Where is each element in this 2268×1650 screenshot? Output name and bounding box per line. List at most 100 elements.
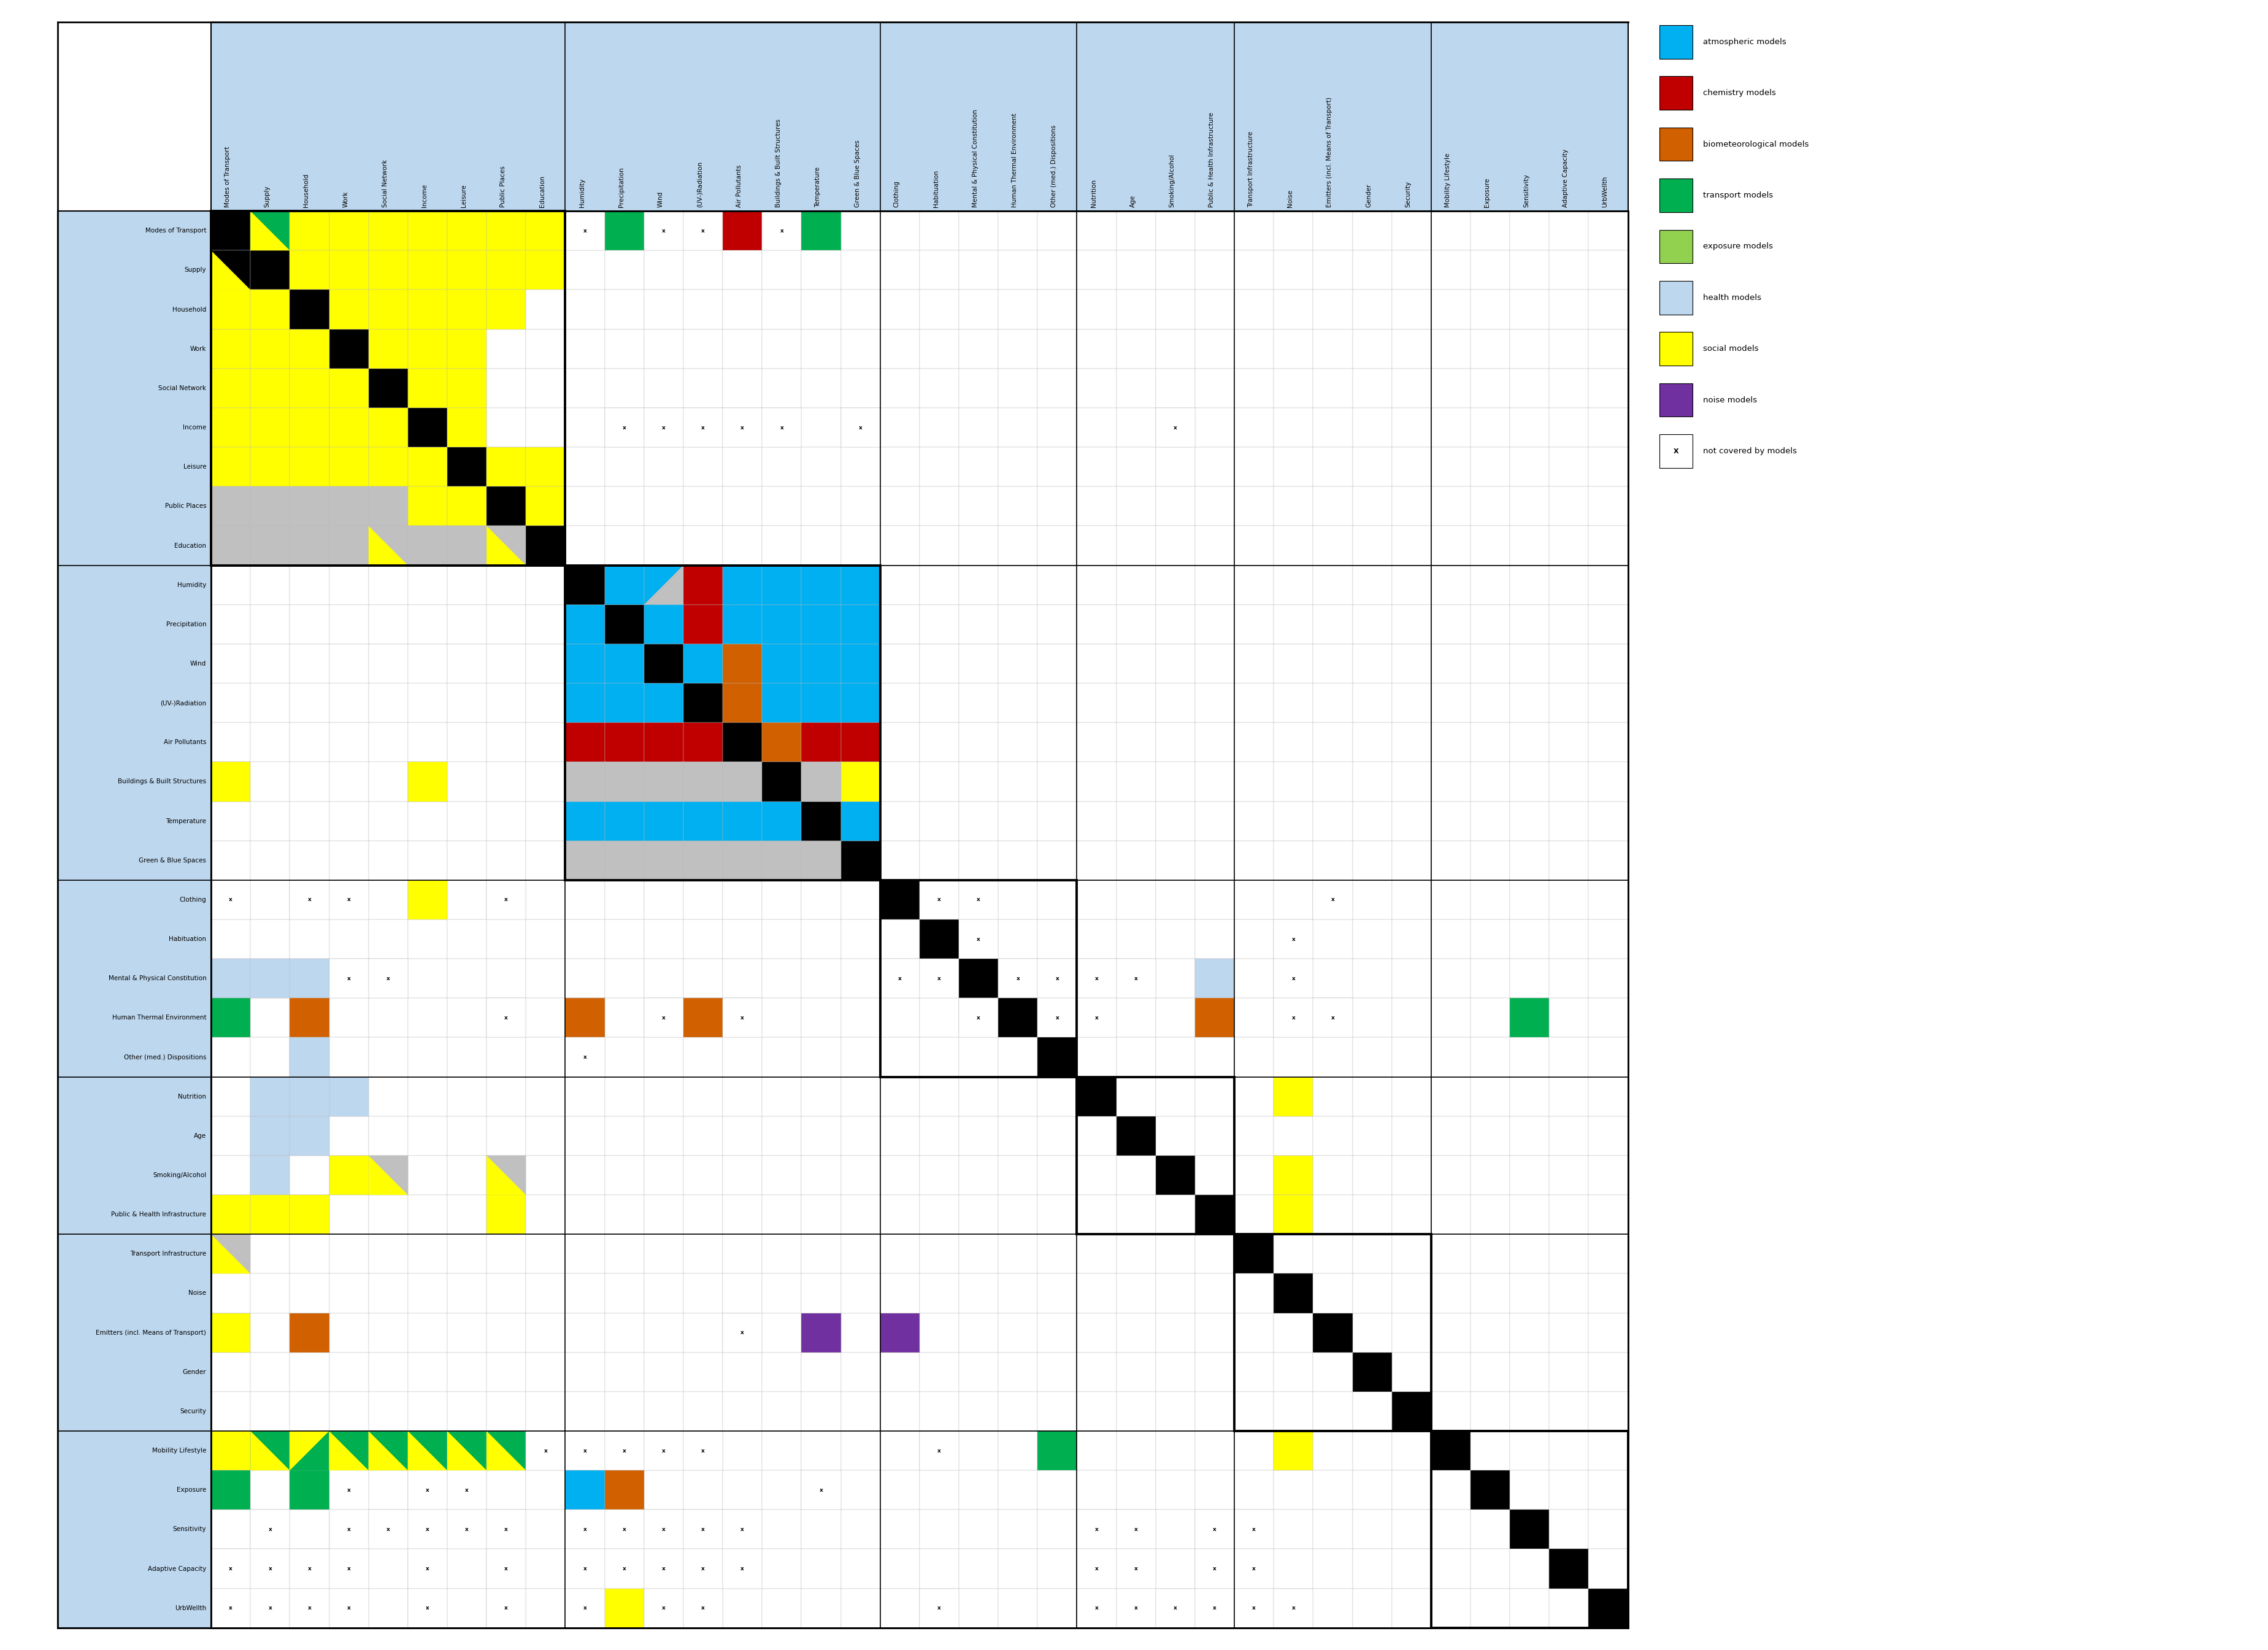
Bar xyxy=(1116,21,1157,211)
Bar xyxy=(998,251,1036,290)
Bar xyxy=(1077,1115,1116,1155)
Bar xyxy=(998,566,1036,604)
Bar xyxy=(1352,21,1393,211)
Bar xyxy=(290,842,329,879)
Text: Household: Household xyxy=(172,307,206,312)
Bar xyxy=(880,762,919,802)
Bar xyxy=(644,1234,683,1274)
Bar xyxy=(880,1353,919,1391)
Bar xyxy=(1431,723,1470,762)
Bar xyxy=(880,368,919,408)
Bar xyxy=(1036,487,1077,526)
Bar xyxy=(249,644,290,683)
Bar xyxy=(606,604,644,643)
Bar xyxy=(1234,1589,1275,1629)
Bar xyxy=(919,1549,959,1589)
Bar xyxy=(1195,762,1234,802)
Bar xyxy=(526,21,565,211)
Bar xyxy=(1470,1391,1510,1431)
Bar xyxy=(1431,290,1470,328)
Bar xyxy=(1431,1115,1470,1155)
Bar xyxy=(683,21,723,211)
Text: Temperature: Temperature xyxy=(166,818,206,823)
Bar xyxy=(801,644,841,683)
Bar xyxy=(329,368,367,408)
Bar xyxy=(488,328,526,368)
Bar xyxy=(998,1274,1036,1313)
Bar xyxy=(57,408,211,447)
Bar xyxy=(367,1155,408,1195)
Bar xyxy=(367,1510,408,1549)
Bar xyxy=(249,487,290,526)
Bar xyxy=(723,290,762,328)
Text: x: x xyxy=(386,975,390,982)
Bar xyxy=(683,879,723,919)
Bar xyxy=(526,328,565,368)
Bar xyxy=(1549,21,1588,211)
Bar xyxy=(408,328,447,368)
Bar xyxy=(211,919,249,959)
Bar xyxy=(919,879,959,919)
Bar xyxy=(801,1115,841,1155)
Bar xyxy=(1510,21,1549,211)
Bar xyxy=(1352,1391,1393,1431)
Text: x: x xyxy=(662,228,665,234)
Bar xyxy=(1393,1353,1431,1391)
Bar xyxy=(1549,644,1588,683)
Bar xyxy=(1116,1234,1157,1274)
Text: x: x xyxy=(1252,1526,1256,1533)
Bar xyxy=(211,1391,249,1431)
Bar xyxy=(329,447,367,487)
Bar xyxy=(644,211,683,251)
Bar xyxy=(447,21,488,211)
Bar xyxy=(801,487,841,526)
Bar xyxy=(1116,1589,1157,1629)
Bar xyxy=(1588,959,1628,998)
Bar xyxy=(488,1115,526,1155)
Bar xyxy=(1470,1431,1510,1470)
Text: Mental & Physical Constitution: Mental & Physical Constitution xyxy=(109,975,206,982)
Bar xyxy=(249,368,290,408)
Bar xyxy=(1352,251,1393,290)
Bar xyxy=(249,290,290,328)
Bar xyxy=(367,566,408,604)
Bar xyxy=(1393,526,1431,566)
Bar xyxy=(1157,408,1195,447)
Bar xyxy=(1036,1431,1077,1470)
Bar xyxy=(1157,408,1195,447)
Bar xyxy=(880,211,919,251)
Bar xyxy=(762,723,801,762)
Bar xyxy=(841,21,880,211)
Bar xyxy=(367,802,408,842)
Bar xyxy=(408,1431,447,1470)
Bar xyxy=(1510,1077,1549,1115)
Bar xyxy=(801,566,841,604)
Bar xyxy=(447,723,488,762)
Bar xyxy=(57,1510,211,1549)
Bar xyxy=(211,1195,249,1234)
Bar xyxy=(488,1353,526,1391)
Bar xyxy=(249,447,290,487)
Bar xyxy=(290,1391,329,1431)
Bar xyxy=(880,1589,919,1629)
Bar xyxy=(249,21,290,211)
Text: x: x xyxy=(937,975,941,982)
Bar xyxy=(447,211,488,251)
Bar xyxy=(329,487,367,526)
Bar xyxy=(329,879,367,919)
Bar xyxy=(488,1313,526,1353)
Bar xyxy=(1588,1155,1628,1195)
Bar xyxy=(762,998,801,1038)
Bar xyxy=(290,802,329,842)
Bar xyxy=(1431,1155,1470,1195)
Bar xyxy=(1470,1115,1510,1155)
Bar xyxy=(606,604,644,643)
Text: Gender: Gender xyxy=(184,1369,206,1374)
Bar xyxy=(447,1353,488,1391)
Bar xyxy=(1195,447,1234,487)
Bar xyxy=(290,1155,329,1195)
Bar xyxy=(565,604,606,643)
Bar xyxy=(1470,1353,1510,1391)
Bar xyxy=(959,919,998,959)
Bar xyxy=(1470,566,1510,604)
